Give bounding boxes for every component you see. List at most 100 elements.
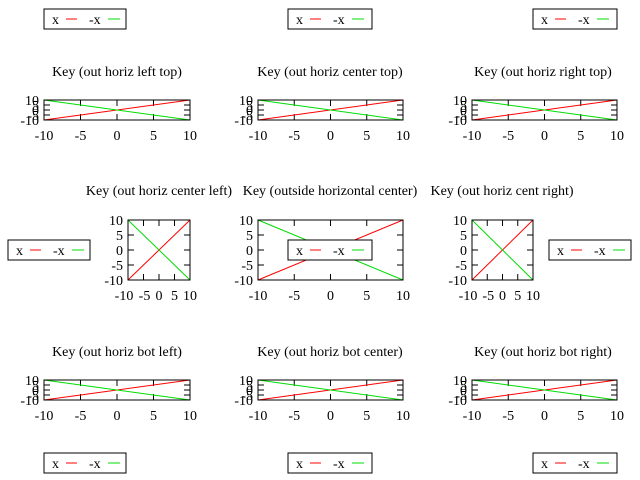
plot-frame bbox=[471, 99, 618, 121]
y-tick-label: 10 bbox=[109, 214, 123, 229]
legend-box: x -x bbox=[43, 8, 127, 30]
legend-frame bbox=[7, 239, 91, 261]
legend-frame bbox=[532, 452, 618, 474]
series-line-neg-x bbox=[43, 99, 191, 121]
y-tick-label: 10 bbox=[25, 374, 39, 389]
legend-label-neg-x: -x bbox=[578, 457, 590, 472]
x-tick-label: 10 bbox=[183, 289, 197, 304]
y-tick-label: -10 bbox=[234, 114, 253, 129]
series-line-neg-x bbox=[43, 379, 191, 401]
plot-frame bbox=[257, 219, 404, 281]
x-tick-label: 5 bbox=[363, 289, 370, 304]
y-tick-label: -10 bbox=[448, 274, 467, 289]
legend-frame bbox=[43, 452, 127, 474]
x-tick-label: 0 bbox=[541, 129, 548, 144]
y-tick-label: -5 bbox=[241, 259, 253, 274]
x-tick-label: 10 bbox=[183, 409, 197, 424]
x-tick-label: -10 bbox=[463, 409, 482, 424]
x-tick-label: 5 bbox=[171, 289, 178, 304]
x-tick-label: -5 bbox=[288, 409, 300, 424]
plot-panel: Key (out horiz bot left)-10 -5 0 5 101050-5-… bbox=[20, 345, 197, 474]
y-tick-label: 10 bbox=[239, 94, 253, 109]
x-tick-label: 10 bbox=[396, 409, 410, 424]
y-tick-label: 0 bbox=[32, 384, 39, 399]
x-tick-label: -5 bbox=[75, 409, 87, 424]
y-tick-label: -5 bbox=[27, 109, 39, 124]
x-tick-label: 5 bbox=[363, 409, 370, 424]
legend-label-x: x bbox=[557, 244, 564, 259]
legend-box: x -x bbox=[548, 239, 632, 261]
legend-label-x: x bbox=[296, 244, 303, 259]
x-tick-label: 0 bbox=[114, 129, 121, 144]
legend-label-neg-x: -x bbox=[89, 457, 101, 472]
legend-frame bbox=[548, 239, 632, 261]
x-tick-label: -10 bbox=[249, 289, 268, 304]
y-tick-label: -5 bbox=[111, 259, 123, 274]
legend-box: x -x bbox=[532, 452, 618, 474]
legend-box: x -x bbox=[532, 8, 618, 30]
plot-frame bbox=[471, 379, 618, 401]
y-tick-label: 5 bbox=[460, 99, 467, 114]
y-tick-label: 5 bbox=[460, 379, 467, 394]
x-tick-label: 0 bbox=[499, 289, 506, 304]
x-tick-label: -5 bbox=[75, 129, 87, 144]
x-tick-label: 5 bbox=[577, 409, 584, 424]
legend-label-neg-x: -x bbox=[333, 13, 345, 28]
y-tick-label: 10 bbox=[453, 214, 467, 229]
y-tick-label: -10 bbox=[20, 394, 39, 409]
plot-title: Key (out horiz bot center) bbox=[257, 345, 403, 360]
plot-panel: Key (out horiz bot center)-10 -5 0 5 101050-… bbox=[234, 345, 410, 474]
legend-label-neg-x: -x bbox=[53, 244, 65, 259]
plot-title: Key (out horiz bot left) bbox=[52, 345, 182, 360]
plot-frame bbox=[257, 379, 404, 401]
x-tick-label: 10 bbox=[396, 129, 410, 144]
y-tick-label: 10 bbox=[25, 94, 39, 109]
y-tick-label: -10 bbox=[448, 394, 467, 409]
series-line-neg-x bbox=[471, 379, 618, 401]
legend-label-x: x bbox=[541, 13, 548, 28]
plot-frame bbox=[43, 99, 191, 121]
legend-frame bbox=[43, 8, 127, 30]
legend-label-neg-x: -x bbox=[333, 244, 345, 259]
y-tick-label: 0 bbox=[246, 104, 253, 119]
x-tick-label: 0 bbox=[327, 409, 334, 424]
series-line-neg-x bbox=[257, 379, 404, 401]
legend-label-x: x bbox=[541, 457, 548, 472]
plot-frame bbox=[43, 379, 191, 401]
x-tick-label: -10 bbox=[463, 129, 482, 144]
legend-frame bbox=[287, 8, 373, 30]
y-tick-label: -10 bbox=[234, 394, 253, 409]
x-tick-label: -5 bbox=[288, 129, 300, 144]
x-tick-label: 5 bbox=[363, 129, 370, 144]
x-tick-label: 0 bbox=[327, 289, 334, 304]
series-line-neg-x bbox=[257, 99, 404, 121]
series-line-neg-x bbox=[471, 219, 534, 281]
y-tick-label: -5 bbox=[455, 259, 467, 274]
x-tick-label: 0 bbox=[114, 409, 121, 424]
legend-frame bbox=[287, 452, 373, 474]
y-tick-label: 0 bbox=[460, 384, 467, 399]
x-tick-label: -5 bbox=[482, 289, 494, 304]
y-tick-label: -10 bbox=[448, 114, 467, 129]
x-tick-label: 10 bbox=[610, 129, 624, 144]
y-tick-label: -5 bbox=[241, 389, 253, 404]
y-tick-label: 0 bbox=[116, 244, 123, 259]
legend-label-neg-x: -x bbox=[89, 13, 101, 28]
x-tick-label: -10 bbox=[35, 129, 54, 144]
plot-title: Key (out horiz center top) bbox=[257, 65, 403, 80]
y-tick-label: -10 bbox=[20, 114, 39, 129]
plot-title: Key (out horiz center left) bbox=[86, 184, 232, 199]
x-tick-label: -10 bbox=[459, 289, 478, 304]
x-tick-label: 10 bbox=[610, 409, 624, 424]
x-tick-label: 10 bbox=[526, 289, 540, 304]
x-tick-label: -5 bbox=[288, 289, 300, 304]
y-tick-label: -5 bbox=[27, 389, 39, 404]
y-tick-label: -5 bbox=[455, 389, 467, 404]
y-tick-label: -5 bbox=[241, 109, 253, 124]
plot-panel: Key (out horiz right top)-10 -5 0 5 101050-5… bbox=[448, 8, 624, 144]
x-tick-label: 5 bbox=[514, 289, 521, 304]
y-tick-label: 10 bbox=[453, 374, 467, 389]
y-tick-label: 0 bbox=[460, 244, 467, 259]
series-line-neg-x bbox=[471, 99, 618, 121]
